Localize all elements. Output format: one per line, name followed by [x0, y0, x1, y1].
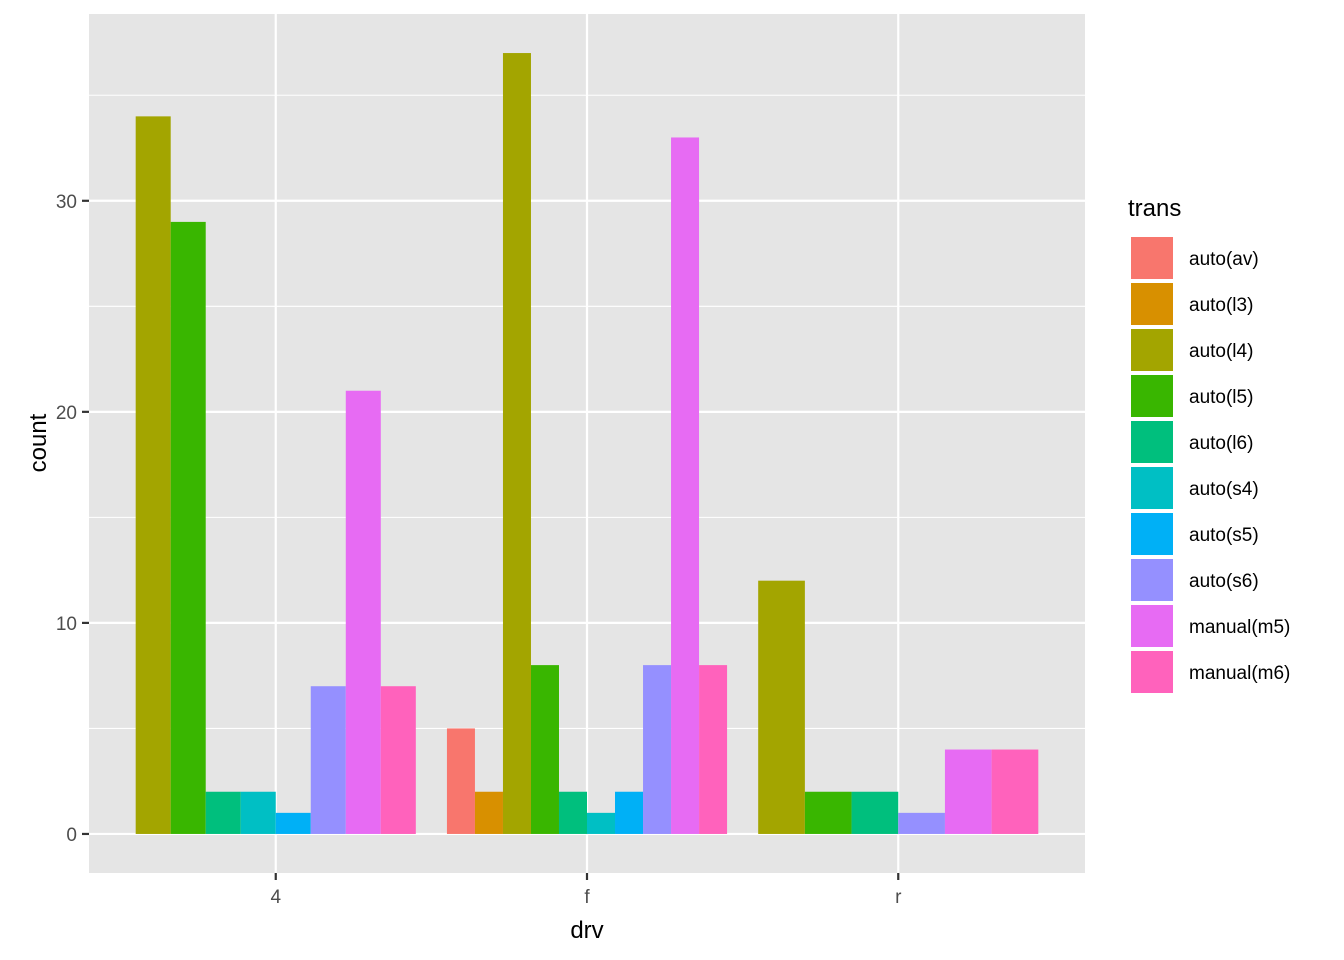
y-axis-title: count	[25, 413, 52, 472]
legend-key	[1131, 605, 1173, 647]
bar	[530, 665, 559, 834]
legend-key	[1131, 375, 1173, 417]
bar	[615, 791, 644, 834]
legend-label: auto(l4)	[1189, 341, 1253, 362]
legend-key	[1131, 513, 1173, 555]
y-tick-label: 30	[56, 192, 77, 213]
bar	[240, 791, 276, 834]
bar	[310, 686, 346, 834]
bar	[587, 812, 616, 834]
bar	[205, 791, 241, 834]
grid-major	[89, 14, 1085, 873]
x-tick-label: f	[584, 887, 590, 908]
bar	[380, 686, 416, 834]
bar	[643, 665, 672, 834]
legend-key	[1131, 237, 1173, 279]
bar	[170, 221, 206, 834]
legend: trans auto(av) auto(l3) auto(l4) auto(l5) au…	[1128, 195, 1290, 693]
bars	[135, 53, 1039, 834]
bar	[558, 791, 587, 834]
y-tick-label: 10	[56, 614, 77, 635]
bar	[944, 749, 992, 834]
legend-label: auto(s6)	[1189, 571, 1259, 592]
legend-label: manual(m6)	[1189, 663, 1290, 684]
legend-key	[1131, 559, 1173, 601]
legend-title: trans	[1128, 195, 1181, 222]
legend-label: auto(s5)	[1189, 525, 1259, 546]
legend-key	[1131, 421, 1173, 463]
legend-label: auto(s4)	[1189, 479, 1259, 500]
x-tick-label: 4	[270, 887, 281, 908]
legend-label: auto(l6)	[1189, 433, 1253, 454]
bar	[851, 791, 899, 834]
bar	[446, 728, 475, 834]
bar	[135, 116, 171, 834]
x-axis-title: drv	[570, 917, 603, 944]
bar	[474, 791, 503, 834]
bar	[758, 580, 805, 834]
bar	[804, 791, 852, 834]
bar	[991, 749, 1039, 834]
bar	[275, 812, 311, 834]
legend-label: auto(l3)	[1189, 295, 1253, 316]
y-tick-label: 0	[66, 825, 77, 846]
legend-key	[1131, 651, 1173, 693]
legend-label: manual(m5)	[1189, 617, 1290, 638]
bar	[502, 53, 531, 834]
bar	[699, 665, 728, 834]
legend-label: auto(l5)	[1189, 387, 1253, 408]
y-axis: 0 10 20 30	[56, 192, 89, 846]
legend-label: auto(av)	[1189, 249, 1259, 270]
y-tick-label: 20	[56, 403, 77, 424]
legend-key	[1131, 283, 1173, 325]
legend-key	[1131, 329, 1173, 371]
legend-key	[1131, 467, 1173, 509]
bar	[345, 390, 381, 834]
bar	[898, 812, 945, 834]
x-axis: 4 f r	[270, 873, 902, 908]
x-tick-label: r	[895, 887, 902, 908]
bar	[671, 137, 700, 834]
